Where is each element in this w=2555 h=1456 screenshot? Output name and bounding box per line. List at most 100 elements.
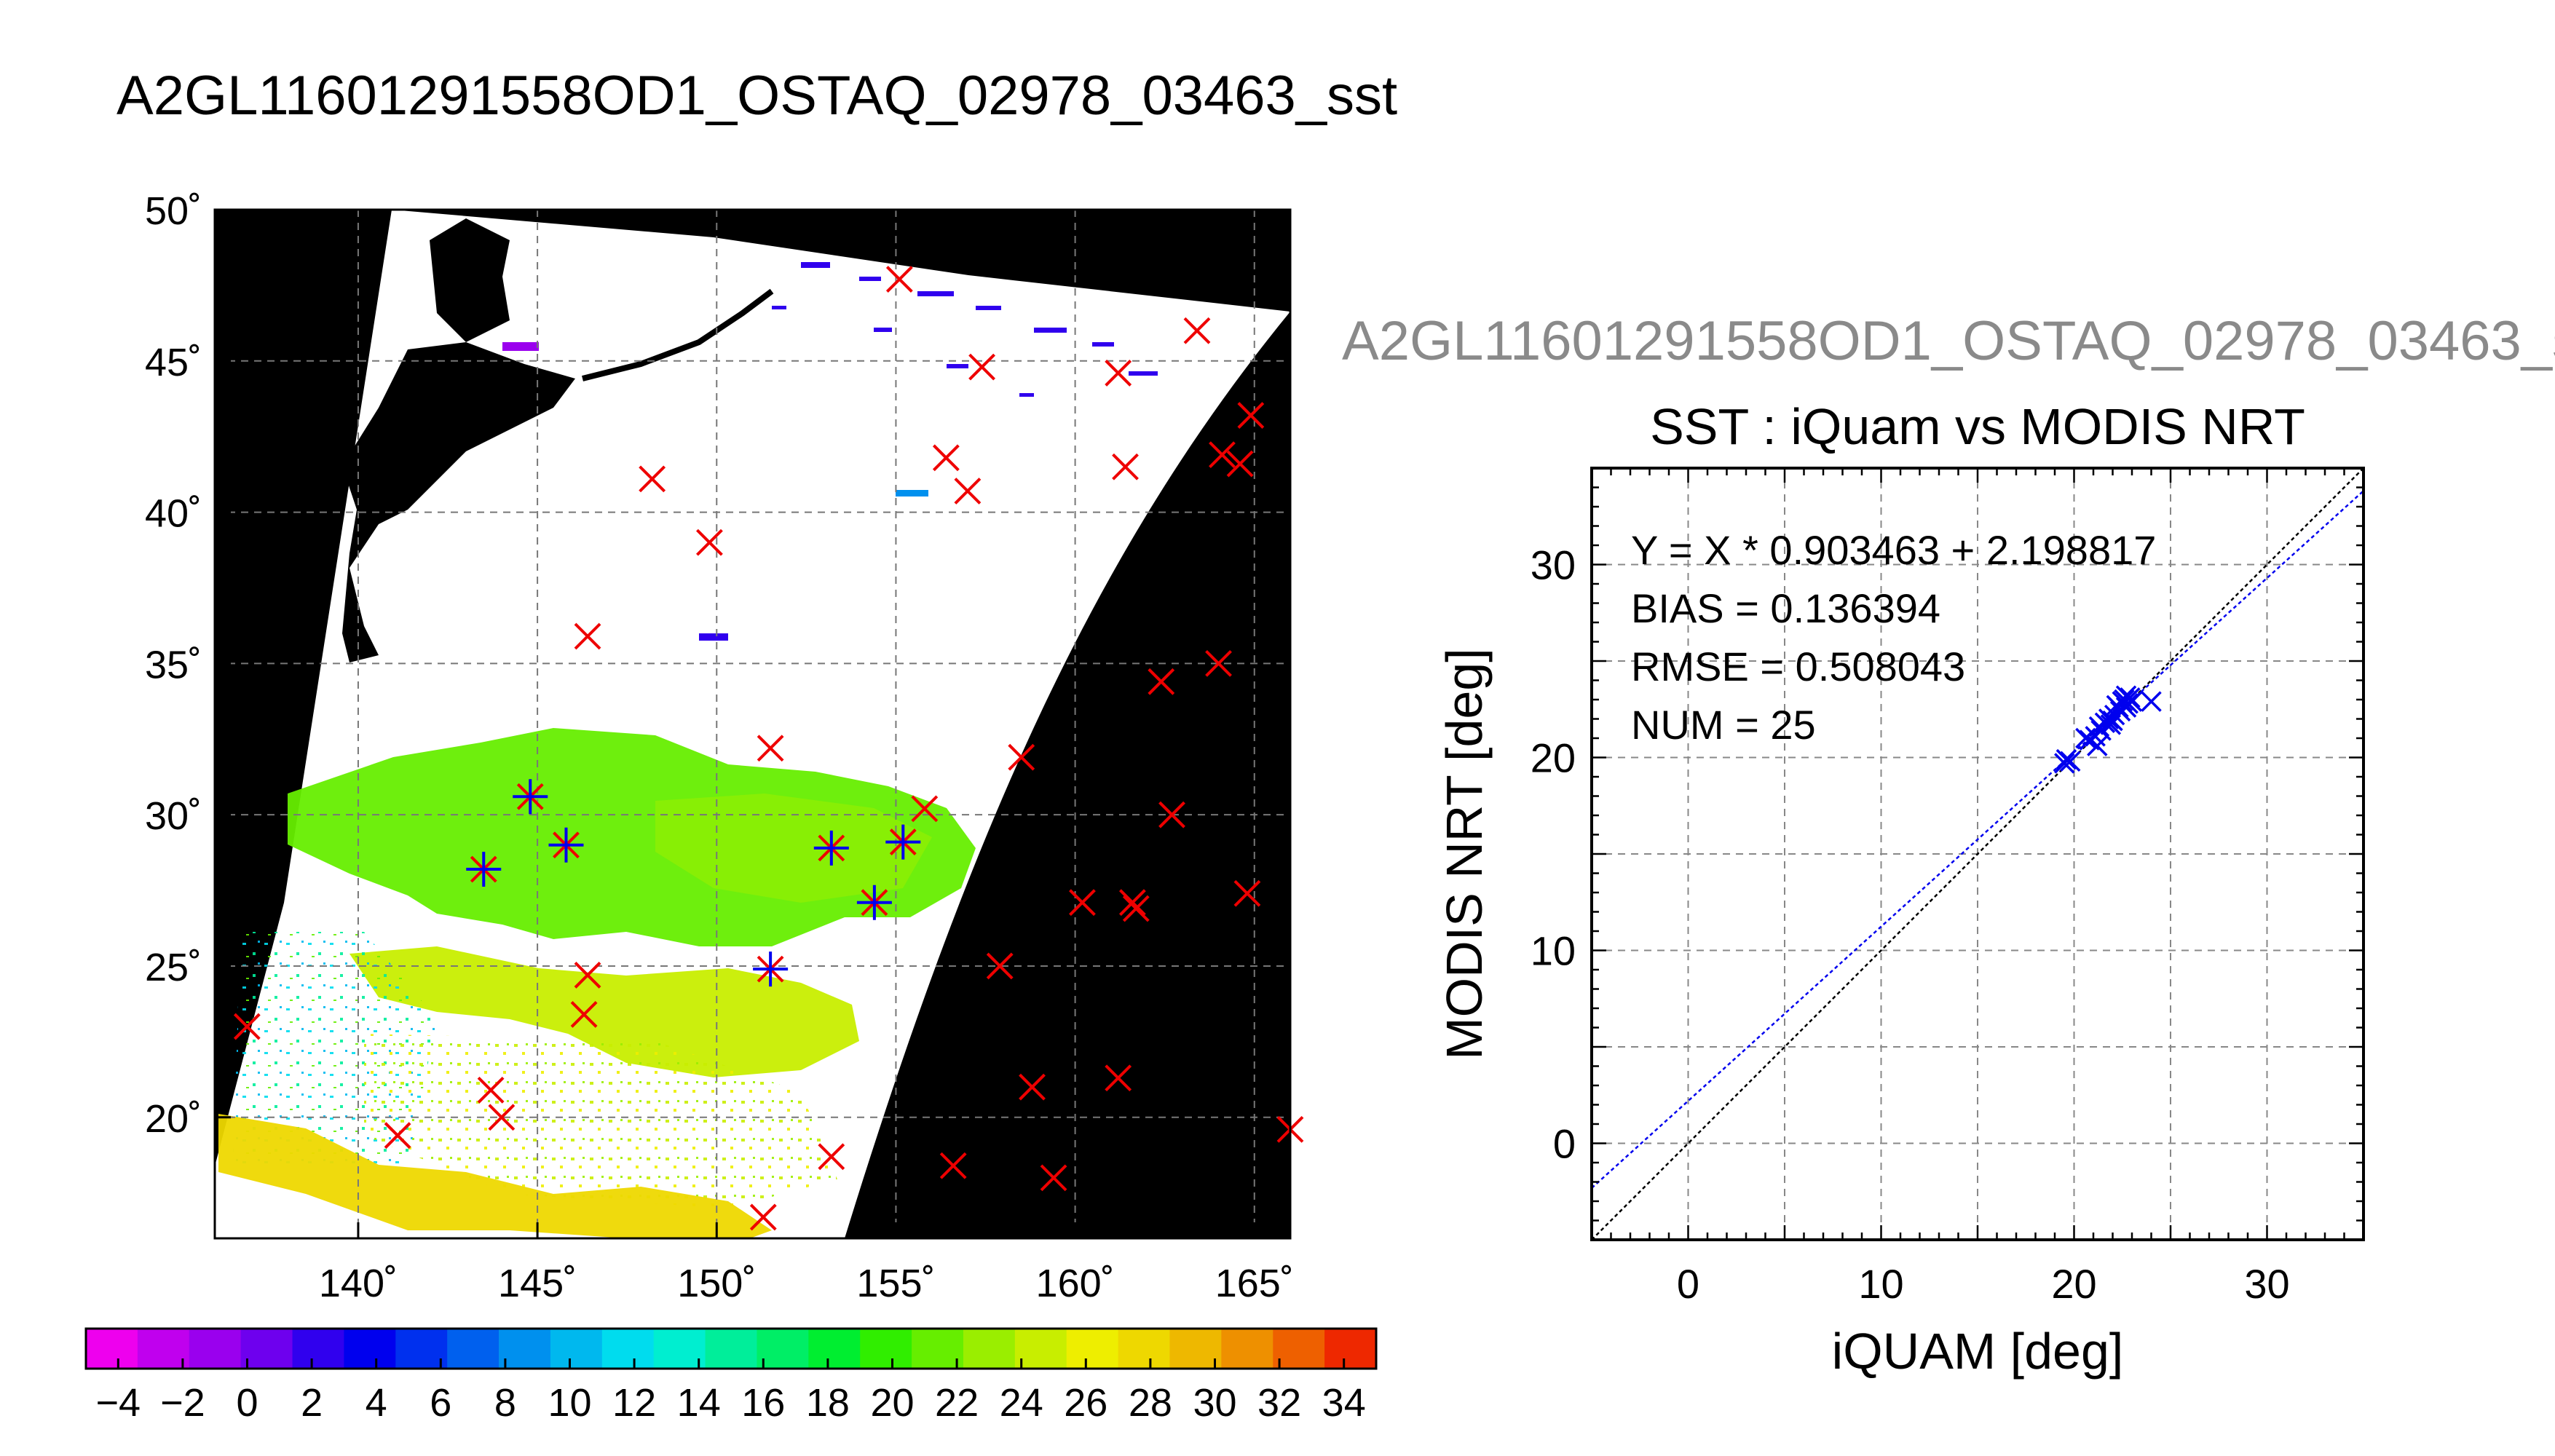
map-grid: [215, 210, 1290, 1238]
map-lon-tick-label: 150˚: [677, 1262, 756, 1305]
land-japan: [342, 218, 575, 662]
colorbar-tick-label: 32: [1257, 1381, 1301, 1425]
map-axis-ticks: 140˚ 145˚ 150˚ 155˚ 160˚ 165˚ 20˚ 25˚ 30˚ 35˚ 40˚ 4…: [145, 189, 1294, 1305]
map-marker-x: [968, 353, 996, 381]
colorbar-tick-label: 34: [1322, 1381, 1366, 1425]
colorbar-tick-label: 18: [806, 1381, 850, 1425]
colorbar-swatch: [912, 1329, 964, 1369]
colorbar-tick-label: 20: [870, 1381, 914, 1425]
colorbar-tick-label: 30: [1193, 1381, 1236, 1425]
map-marker-plus: [885, 824, 921, 860]
map-lat-tick-label: 25˚: [145, 946, 202, 989]
scatter-axis-ticks: 0 10 20 30 0 10 20 30: [1531, 467, 2365, 1307]
map-lon-tick-label: 145˚: [498, 1262, 577, 1305]
map-marker-x: [757, 735, 784, 762]
map-marker-x: [911, 795, 939, 823]
map-marker-x: [477, 1076, 505, 1104]
map-marker-plus: [466, 851, 502, 887]
map-marker-x: [1237, 402, 1265, 430]
map-marker-x: [885, 266, 913, 293]
colorbar-swatch: [292, 1329, 344, 1369]
map-marker-x: [384, 1122, 411, 1150]
map-lat-tick-label: 30˚: [145, 794, 202, 838]
scatter-point: [2115, 697, 2137, 718]
map-lon-tick-label: 160˚: [1036, 1262, 1115, 1305]
map-marker-x: [1148, 668, 1175, 695]
colorbar-swatch: [550, 1329, 603, 1369]
scatter-point: [2098, 708, 2120, 729]
rmse-value: RMSE = 0.508043: [1631, 644, 1965, 689]
scatter-annotations: Y = X * 0.903463 + 2.198817 BIAS = 0.136…: [1631, 527, 2156, 748]
map-lon-tick-label: 140˚: [319, 1262, 398, 1305]
scatter-x-tick-label: 0: [1677, 1261, 1699, 1307]
map-marker-x: [233, 1013, 261, 1040]
colorbar-tick-label: 22: [935, 1381, 979, 1425]
colorbar-swatch: [1014, 1329, 1067, 1369]
colorbar-tick-label: 8: [494, 1381, 516, 1425]
map-lon-tick-label: 165˚: [1215, 1262, 1294, 1305]
sst-yellow-band: [350, 946, 859, 1077]
colorbar-swatch: [1066, 1329, 1119, 1369]
map-marker-x: [749, 1203, 777, 1231]
sst-map-panel: 140˚ 145˚ 150˚ 155˚ 160˚ 165˚ 20˚ 25˚ 30˚ 35˚ 40˚ 4…: [145, 189, 1304, 1305]
scatter-point: [2075, 727, 2096, 749]
map-lon-tick-label: 155˚: [856, 1262, 935, 1305]
map-lat-tick-label: 45˚: [145, 341, 202, 384]
scatter-point: [2059, 751, 2081, 772]
colorbar-tick-label: 28: [1129, 1381, 1172, 1425]
scatter-ylabel: MODIS NRT [deg]: [1436, 648, 1493, 1059]
map-marker-x: [939, 1152, 967, 1179]
colorbar-swatch: [1118, 1329, 1170, 1369]
map-lat-tick-label: 50˚: [145, 189, 202, 233]
figure-title: A2GL11601291558OD1_OSTAQ_02978_03463_sst: [117, 65, 1398, 127]
scatter-point: [2087, 735, 2108, 756]
sst-yellow-south: [218, 1114, 772, 1238]
scatter-title: SST : iQuam vs MODIS NRT: [1650, 398, 2305, 455]
colorbar-tick-label: 14: [677, 1381, 721, 1425]
map-marker-x: [1008, 743, 1035, 771]
map-marker-plus: [753, 951, 789, 987]
map-lat-tick-label: 20˚: [145, 1097, 202, 1141]
scatter-point: [2054, 753, 2075, 774]
map-marker-x: [1122, 895, 1150, 922]
map-marker-x: [1019, 1073, 1046, 1101]
scatter-point: [2141, 691, 2162, 712]
scatter-y-tick-label: 0: [1553, 1121, 1576, 1167]
map-marker-x: [570, 1001, 598, 1028]
colorbar-tick-label: 12: [612, 1381, 656, 1425]
map-marker-x: [574, 622, 601, 650]
map-marker-x: [1040, 1164, 1067, 1192]
scatter-x-tick-label: 30: [2244, 1261, 2289, 1307]
overlapped-figure-title: A2GL11601291558OD1_OSTAQ_02978_03463_s: [1342, 310, 2555, 372]
map-marker-x: [1158, 801, 1185, 828]
map-marker-x: [1069, 889, 1096, 917]
map-marker-x: [1209, 441, 1236, 469]
identity-line: [1591, 467, 2364, 1241]
scatter-lines: [1591, 467, 2364, 1241]
colorbar-swatch: [653, 1329, 706, 1369]
sst-green-core: [655, 794, 932, 903]
map-marker-x: [1205, 649, 1232, 677]
map-marker-x: [639, 465, 666, 493]
colorbar-tick-label: 2: [301, 1381, 323, 1425]
scatter-x-tick-label: 20: [2051, 1261, 2096, 1307]
scatter-xlabel: iQUAM [deg]: [1832, 1323, 2124, 1380]
colorbar-swatch: [447, 1329, 499, 1369]
colorbar-tick-label: 16: [741, 1381, 785, 1425]
map-marker-x: [954, 478, 982, 505]
map-marker-x: [1226, 450, 1254, 478]
colorbar-swatch: [601, 1329, 655, 1369]
colorbar-tick-label: 10: [548, 1381, 591, 1425]
colorbar-tick-label: −4: [96, 1381, 141, 1425]
scatter-point: [2109, 700, 2131, 722]
colorbar-swatch: [1221, 1329, 1273, 1369]
regression-line: [1591, 490, 2364, 1189]
scatter-point: [2056, 748, 2077, 770]
colorbar-swatch: [137, 1329, 190, 1369]
colorbar-swatch: [808, 1329, 861, 1369]
scatter-y-tick-label: 30: [1531, 542, 1576, 588]
fit-equation: Y = X * 0.903463 + 2.198817: [1631, 527, 2156, 573]
map-station-markers: [233, 266, 1304, 1231]
map-lat-tick-label: 40˚: [145, 492, 202, 536]
